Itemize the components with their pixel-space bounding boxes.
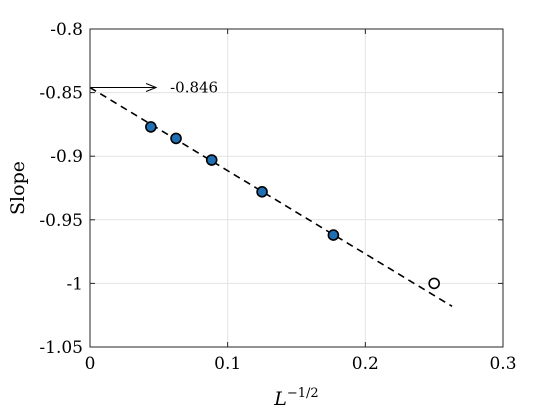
x-axis-label: L−1/2 [273,386,318,410]
y-tick-label: -0.95 [39,211,83,231]
annotation-group: -0.846 [90,79,218,97]
y-axis-label: Slope [7,161,29,215]
y-tick-label: -0.8 [50,20,83,40]
axis-labels: 0 0.1 0.2 0.3 -0.8 -0.85 -0.9 -0.95 -1 -1.05 L−1/2… [7,20,517,410]
data-point [256,186,268,198]
x-tick-label: 0 [85,354,96,374]
y-tick-label: -1.05 [39,338,83,358]
x-tick-label: 0.2 [352,354,379,374]
annotation-arrow-head [145,83,158,92]
plot-frame [89,28,504,348]
data-point [327,229,340,241]
data-point [170,132,182,145]
data-point [205,154,218,166]
fit-line [89,86,453,307]
open-data-point [428,277,440,290]
axis-ticks [89,28,504,348]
annotation-label: -0.846 [170,79,218,97]
y-tick-label: -1 [66,274,83,294]
plot-background [90,29,503,347]
y-tick-label: -0.85 [39,84,83,104]
data-point [145,121,157,133]
data-points [145,121,440,290]
y-tick-label: -0.9 [50,147,83,167]
x-tick-label: 0.1 [214,354,241,374]
x-tick-label: 0.3 [489,354,516,374]
fit-line-group [89,86,453,307]
